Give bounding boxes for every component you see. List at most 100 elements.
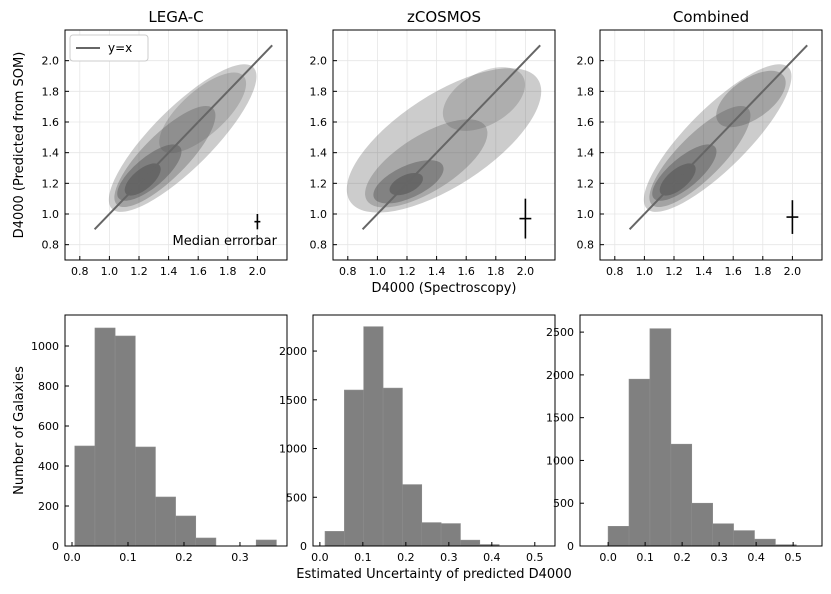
plot-area	[600, 30, 822, 260]
plot-frame	[579, 314, 823, 547]
y-tick-label: 1.8	[310, 85, 328, 98]
y-tick-label: 1500	[279, 394, 307, 407]
histogram-bar	[421, 522, 442, 546]
y-tick-label: 0	[52, 540, 59, 553]
y-tick-label: 1.2	[42, 177, 60, 190]
panel-title: Combined	[673, 8, 749, 26]
x-tick-label: 1.4	[428, 265, 446, 278]
x-tick-label: 1.0	[636, 265, 654, 278]
plot-frame	[599, 29, 823, 261]
y-tick-label: 0.8	[577, 239, 595, 252]
x-tick-label: 0.3	[710, 551, 728, 564]
x-tick-label: 1.6	[189, 265, 207, 278]
y-tick-label: 1500	[546, 412, 574, 425]
x-tick-label: 1.2	[665, 265, 683, 278]
histogram-bar	[670, 443, 693, 546]
histogram-bar	[691, 502, 713, 546]
y-tick-label: 0.8	[42, 239, 60, 252]
plot-area	[324, 326, 500, 546]
y-tick-label: 1000	[279, 443, 307, 456]
x-tick-label: 0.0	[311, 551, 329, 564]
y-tick-label: 1.6	[310, 116, 328, 129]
y-tick-label: 2500	[546, 326, 574, 339]
x-tick-label: 1.0	[369, 265, 387, 278]
y-tick-label: 1.2	[310, 177, 328, 190]
panel: 0.0 0.1 0.2 0.3 0.4 0.5 0 500 1000 1500 2000 2500	[546, 314, 823, 564]
y-tick-label: 1.8	[577, 85, 595, 98]
y-tick-label: 1.4	[42, 147, 60, 160]
x-tick-label: 0.2	[175, 551, 193, 564]
x-tick-label: 1.2	[398, 265, 416, 278]
plot-area	[333, 30, 555, 260]
histogram-bar	[324, 531, 345, 546]
plot-area	[607, 328, 797, 546]
histogram-bar	[363, 326, 384, 546]
y-tick-label: 0.8	[310, 239, 328, 252]
panel: 0.8 1.0 1.2 1.4 1.6 1.8 2.0 0.8 1.0 1.2 1.4 1.6 1.8 2…	[12, 8, 288, 278]
x-axis-label: Estimated Uncertainty of predicted D4000	[296, 567, 571, 582]
panel-title: zCOSMOS	[407, 8, 481, 26]
y-tick-label: 1.6	[42, 116, 60, 129]
reference-line	[93, 44, 273, 231]
plot-frame	[64, 314, 288, 547]
x-tick-label: 0.3	[440, 551, 458, 564]
y-tick-label: 1.4	[577, 147, 595, 160]
plot-frame	[312, 314, 556, 547]
y-tick-label: 1000	[31, 340, 59, 353]
plot-frame	[64, 29, 288, 261]
x-tick-label: 1.0	[101, 265, 119, 278]
x-tick-label: 2.0	[517, 265, 535, 278]
histogram-bar	[712, 523, 734, 546]
y-tick-label: 2000	[279, 345, 307, 358]
histogram-bar	[733, 530, 755, 546]
x-tick-label: 1.4	[160, 265, 178, 278]
density-contour	[346, 68, 542, 213]
histogram-bar	[134, 446, 156, 546]
x-tick-label: 1.8	[219, 265, 237, 278]
legend-box	[69, 34, 149, 62]
x-tick-label: 0.4	[747, 551, 765, 564]
x-tick-label: 0.2	[673, 551, 691, 564]
panel: 0.0 0.1 0.2 0.3 0.4 0.5 0 500 1000 1500 2000 Estima…	[279, 314, 572, 582]
x-tick-label: 0.8	[606, 265, 624, 278]
histogram-bar	[754, 538, 776, 546]
panel: 0.8 1.0 1.2 1.4 1.6 1.8 2.0 0.8 1.0 1.2 1.4 1.6 1.8 2…	[310, 8, 556, 296]
y-axis-label: Number of Galaxies	[12, 366, 27, 495]
x-tick-label: 0.8	[339, 265, 357, 278]
histogram-bar	[255, 539, 277, 546]
histogram-bar	[460, 539, 481, 546]
y-tick-label: 2.0	[310, 55, 328, 68]
legend-label: y=x	[108, 41, 132, 55]
panel: 0.0 0.1 0.2 0.3 0 200 400 600 800 1000 Number of G…	[12, 314, 288, 564]
x-tick-label: 2.0	[784, 265, 802, 278]
y-tick-label: 1.8	[42, 85, 60, 98]
x-tick-label: 0.3	[231, 551, 249, 564]
x-tick-label: 0.0	[599, 551, 617, 564]
y-tick-label: 1000	[546, 454, 574, 467]
x-tick-label: 1.6	[457, 265, 475, 278]
histogram-bar	[155, 496, 176, 546]
reference-line	[361, 44, 541, 231]
y-tick-label: 1.0	[310, 208, 328, 221]
histogram-bar	[607, 526, 630, 546]
y-tick-label: 2.0	[577, 55, 595, 68]
annotation: Median errorbar	[173, 234, 278, 249]
y-tick-label: 0	[300, 540, 307, 553]
reference-line	[628, 44, 808, 231]
y-tick-label: 600	[38, 420, 59, 433]
density-contour	[159, 72, 247, 154]
x-tick-label: 2.0	[249, 265, 267, 278]
histogram-bar	[649, 328, 672, 546]
histogram-bar	[94, 327, 116, 546]
y-tick-label: 1.0	[577, 208, 595, 221]
x-tick-label: 1.8	[487, 265, 505, 278]
histogram-bar	[775, 544, 797, 546]
x-tick-label: 0.0	[63, 551, 81, 564]
y-tick-label: 2.0	[42, 55, 60, 68]
y-tick-label: 1.2	[577, 177, 595, 190]
histogram-bar	[344, 389, 365, 546]
y-axis-label: D4000 (Predicted from SOM)	[12, 52, 27, 239]
plot-area	[74, 327, 277, 546]
histogram-bar	[114, 335, 136, 546]
